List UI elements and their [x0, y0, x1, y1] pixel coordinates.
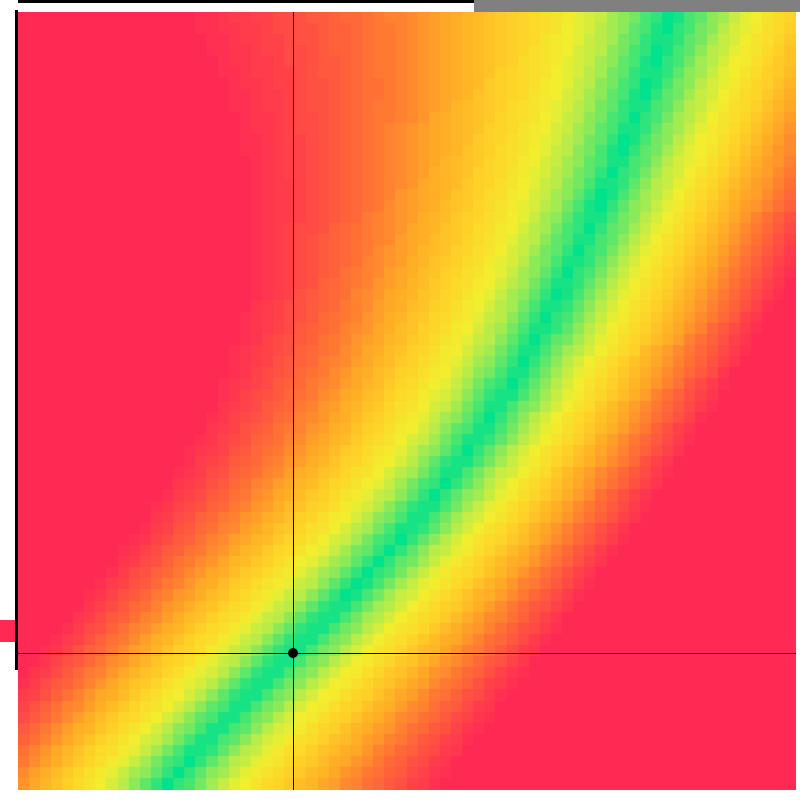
left-frame-rule: [15, 10, 18, 670]
axis-vertical: [293, 12, 294, 790]
axis-horizontal: [18, 653, 796, 654]
top-frame-rule: [18, 0, 474, 3]
origin-marker: [288, 648, 298, 658]
heatmap-canvas: [18, 12, 796, 790]
cover: [0, 0, 15, 10]
chart-container: [0, 0, 800, 800]
top-gray-bar: [474, 0, 800, 12]
